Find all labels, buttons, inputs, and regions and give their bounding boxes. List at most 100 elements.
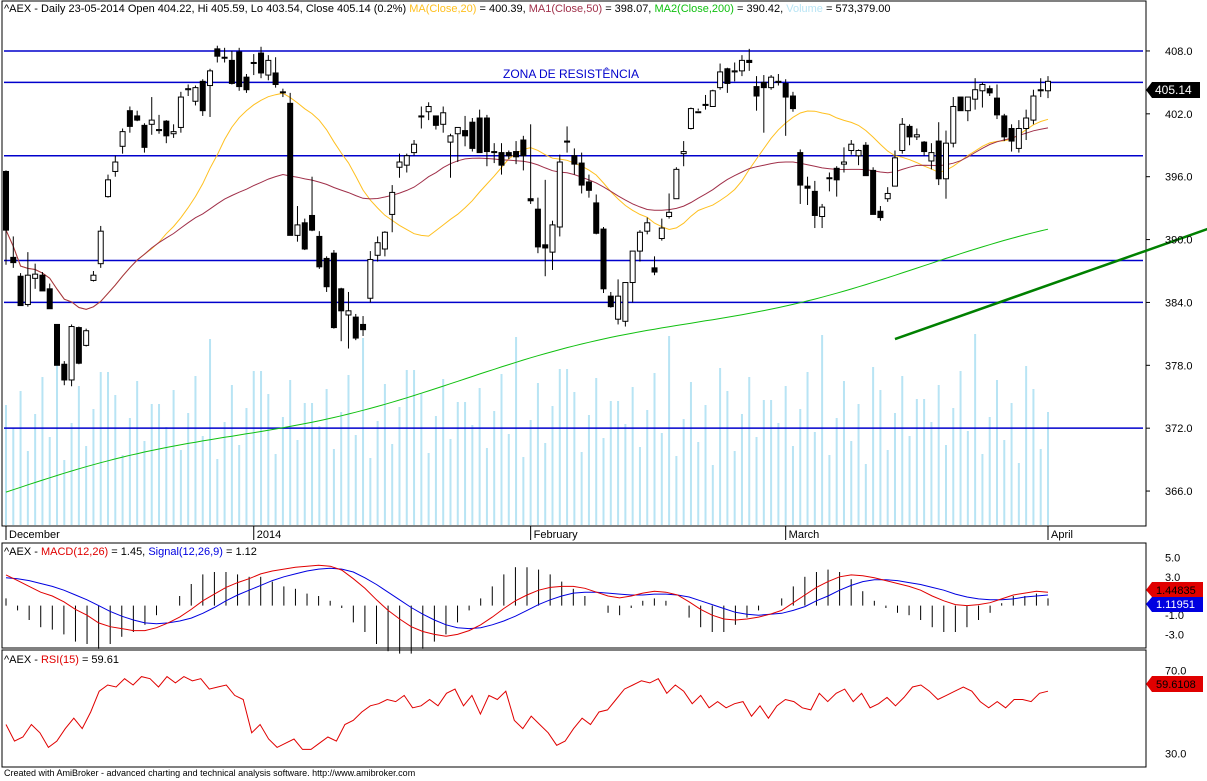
volume-bar [267,394,270,525]
volume-bar [813,432,816,525]
candle-body [811,190,818,216]
volume-bar [420,393,423,525]
volume-bar [216,459,219,525]
volume-bar [791,446,794,525]
candle-body [411,143,418,154]
candle-body [986,88,993,94]
candle-body [185,88,192,91]
candle-body [1045,80,1051,92]
candle-body [993,97,1000,116]
header-volume-value: = 573,379.00 [826,3,891,15]
volume-bar [369,458,372,525]
rsi-marker-value: 59.6108 [1156,679,1196,691]
candle-body [972,89,979,100]
x-tick-label: April [1051,529,1073,541]
candle-body [192,87,199,102]
footer-credit: Created with AmiBroker - advanced charti… [4,768,416,778]
volume-bar [12,428,15,525]
macd-line [5,564,1049,637]
volume-bar [332,449,335,525]
volume-bar [697,442,700,525]
volume-bar [5,405,7,525]
candle-body [3,170,9,231]
volume-bar [668,336,671,525]
volume-bar [966,431,969,525]
volume-bar [252,371,255,525]
date-x-axis: December2014FebruaryMarchAprilMay [5,526,1073,541]
candle-body [979,83,986,92]
resistance-zone-label: ZONA DE RESISTÊNCIA [503,66,639,81]
rsi-y-tick-label: 30.0 [1165,749,1186,761]
candle-body [440,112,447,125]
volume-bar [230,385,233,525]
volume-bar [821,335,824,525]
header-ma-label: MA(Close,20) [409,3,476,15]
candle-body [702,103,709,106]
candle-body [680,151,687,155]
volume-bar [376,421,379,525]
candle-body [163,120,170,137]
candle-body [964,96,971,112]
candle-body [265,59,272,76]
price-y-axis: 408.0 402.0 396.0 390.0 384.0 378.0 372.0 366.0 [1146,46,1193,498]
volume-bar [981,454,984,525]
candle-body [921,141,928,153]
candle-body [709,90,716,107]
candle-body [39,274,46,292]
volume-bar [762,400,765,525]
candle-body [600,228,607,290]
candle-body [877,210,884,219]
candle-body [432,115,439,126]
candle-body [54,323,61,366]
candle-body [695,111,702,114]
candle-body [32,273,39,279]
rsi-header-symbol: ^AEX [4,654,32,666]
candle-body [840,161,847,165]
candle-body [644,222,651,232]
header-ma1-label: MA1(Close,50) [529,3,602,15]
volume-bar [529,420,532,525]
volume-bar [1010,403,1013,525]
volume-bar [165,427,168,525]
candle-body [425,105,432,113]
volume-bar [602,438,605,525]
candle-body [622,282,629,322]
volume-bar [646,410,649,525]
volume-bar [26,451,29,525]
volume-bar [799,409,802,525]
candle-body [717,71,724,89]
volume-bar [318,426,321,525]
volume-bar [478,388,481,525]
candle-body [527,198,534,202]
y-tick-label: 378.0 [1165,360,1193,372]
volume-bar [551,406,554,525]
candle-body [513,151,520,158]
candle-body [636,231,643,252]
volume-bar [99,372,102,525]
volume-bar [631,387,634,525]
price-panel-frame [1,0,1147,527]
candle-body [287,102,294,236]
volume-bar [872,367,875,525]
volume-bar [915,399,918,525]
macd-y-tick-label: 5.0 [1165,553,1180,565]
volume-bar [48,437,51,525]
candle-body [724,68,731,84]
candle-body [294,224,301,236]
candle-body [330,252,337,329]
volume-bar [536,383,539,525]
candle-body [520,139,527,157]
candle-body [258,52,265,74]
macd-header: ^AEX - MACD(12,26) = 1.45, Signal(12,26,… [4,546,257,558]
candle-body [199,80,206,112]
candle-body [1037,89,1044,92]
volume-bar [923,399,926,525]
candle-body [833,167,840,181]
candle-body [381,231,388,250]
header-period: Daily [41,3,66,15]
header-open: Open 404.22, [128,3,195,15]
volume-bar [1047,412,1049,525]
candle-body [148,119,155,125]
volume-bar [238,445,241,525]
